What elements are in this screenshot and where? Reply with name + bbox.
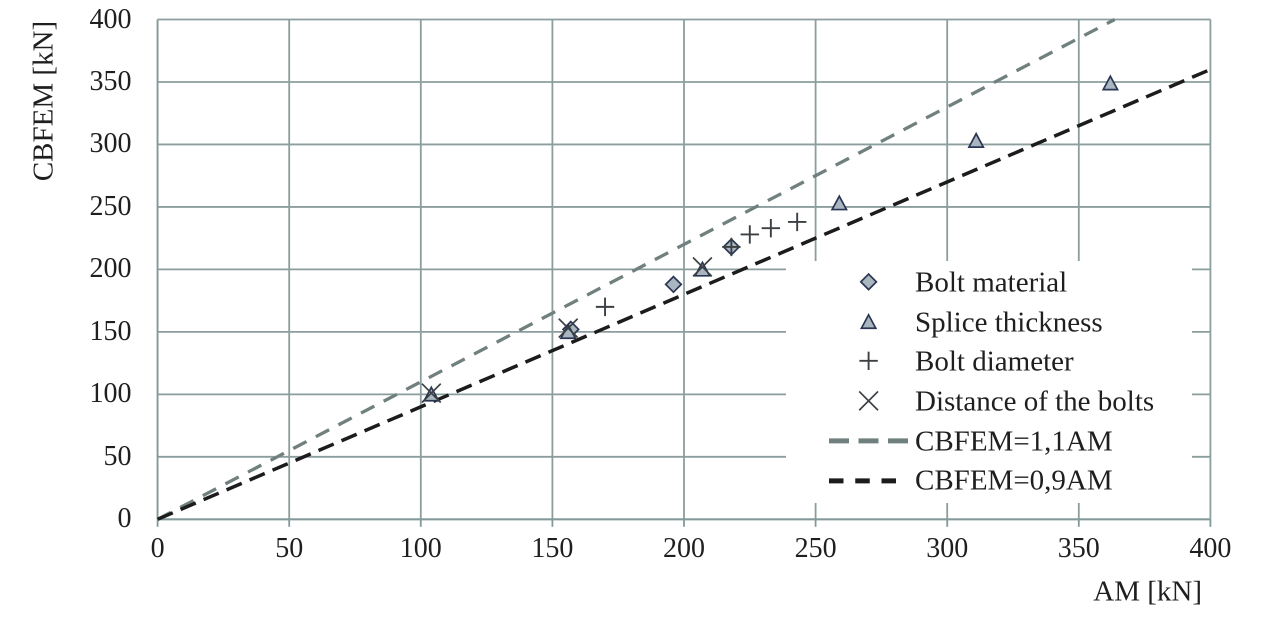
- legend-label: Distance of the bolts: [915, 385, 1155, 418]
- x-tick-label: 200: [663, 533, 705, 564]
- marker-triangle: [967, 131, 985, 148]
- marker-x: [421, 383, 442, 404]
- legend-key-plus-icon: [859, 352, 878, 371]
- x-tick-label: 100: [399, 533, 442, 564]
- legend-row: CBFEM=0,9AM: [786, 461, 1192, 501]
- legend-row: Bolt diameter: [786, 341, 1192, 381]
- x-tick-label: 300: [926, 533, 969, 564]
- legend-key-line0-icon: [829, 438, 908, 444]
- y-tick-label: 350: [89, 65, 132, 97]
- marker-plus: [740, 225, 759, 244]
- marker-plus: [787, 212, 807, 232]
- marker-x: [692, 256, 713, 277]
- legend-key-triangle-icon: [859, 312, 878, 329]
- x-tick-label: 50: [275, 533, 304, 564]
- legend-row: CBFEM=1,1AM: [786, 421, 1192, 461]
- legend-row: Bolt material: [786, 262, 1192, 302]
- y-tick-label: 50: [103, 440, 132, 472]
- x-axis-title: AM [kN]: [1093, 575, 1202, 607]
- x-tick-label: 0: [150, 533, 165, 564]
- legend-label: Bolt material: [915, 266, 1068, 299]
- legend-label: Splice thickness: [915, 306, 1103, 339]
- x-tick-label: 250: [794, 533, 837, 564]
- marker-triangle: [1101, 74, 1120, 91]
- marker-diamond: [664, 275, 683, 294]
- legend-label: Bolt diameter: [915, 345, 1074, 378]
- marker-plus: [722, 237, 741, 257]
- legend-label: CBFEM=1,1AM: [915, 425, 1113, 458]
- y-tick-label: 150: [89, 315, 132, 347]
- marker-plus: [761, 218, 781, 238]
- x-tick-label: 150: [531, 533, 574, 564]
- legend-label: CBFEM=0,9AM: [915, 464, 1113, 497]
- y-tick-label: 400: [89, 3, 132, 35]
- marker-x: [558, 318, 579, 339]
- marker-triangle: [830, 194, 848, 211]
- legend-row: Splice thickness: [786, 302, 1192, 342]
- reference-line-CBFEM=0,9AM: [156, 67, 1212, 521]
- reference-line-CBFEM=1,1AM: [156, 18, 1116, 521]
- legend-key-line1-icon: [829, 477, 897, 483]
- legend-key-diamond-icon: [859, 272, 878, 291]
- marker-triangle: [693, 260, 712, 277]
- y-axis-title: CBFEM [kN]: [27, 20, 60, 181]
- y-tick-label: 300: [89, 128, 132, 160]
- x-tick-label: 400: [1189, 533, 1232, 564]
- y-tick-label: 0: [117, 503, 132, 535]
- y-tick-label: 100: [89, 378, 132, 410]
- y-tick-label: 250: [89, 190, 132, 222]
- legend: Bolt material Splice thickness Bolt diamet…: [786, 261, 1192, 503]
- legend-key-x-icon: [858, 390, 879, 411]
- marker-plus: [595, 297, 615, 317]
- x-tick-label: 350: [1057, 533, 1100, 564]
- y-tick-label: 200: [89, 253, 132, 285]
- legend-row: Distance of the bolts: [786, 381, 1192, 421]
